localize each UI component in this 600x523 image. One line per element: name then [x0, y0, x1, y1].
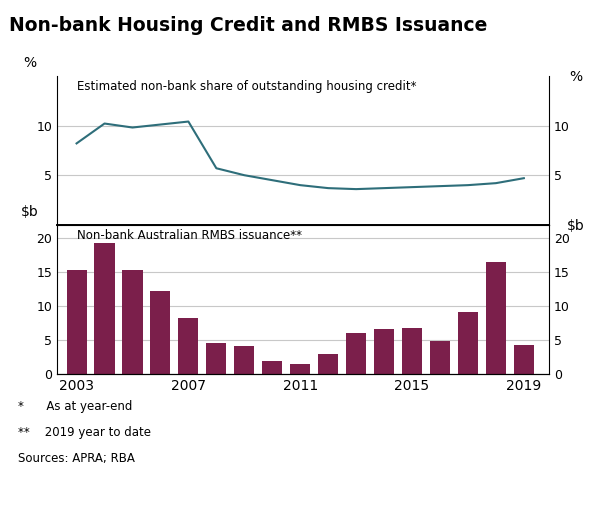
- Text: **    2019 year to date: ** 2019 year to date: [18, 426, 151, 439]
- Bar: [430, 341, 450, 374]
- Y-axis label: $b: $b: [567, 219, 585, 233]
- Bar: [151, 291, 170, 374]
- Bar: [318, 354, 338, 374]
- Text: Non-bank Australian RMBS issuance**: Non-bank Australian RMBS issuance**: [77, 230, 302, 242]
- Text: *      As at year-end: * As at year-end: [18, 400, 133, 413]
- Bar: [402, 328, 422, 374]
- Text: Sources: APRA; RBA: Sources: APRA; RBA: [18, 452, 135, 465]
- Bar: [234, 346, 254, 374]
- Text: Non-bank Housing Credit and RMBS Issuance: Non-bank Housing Credit and RMBS Issuanc…: [9, 16, 487, 35]
- Y-axis label: %: %: [569, 70, 583, 84]
- Text: Estimated non-bank share of outstanding housing credit*: Estimated non-bank share of outstanding …: [77, 81, 416, 93]
- Bar: [290, 365, 310, 374]
- Bar: [262, 361, 283, 374]
- Bar: [346, 333, 366, 374]
- Bar: [67, 270, 86, 374]
- Bar: [458, 312, 478, 374]
- Bar: [374, 328, 394, 374]
- Bar: [486, 262, 506, 374]
- Y-axis label: %: %: [23, 56, 37, 70]
- Bar: [94, 243, 115, 374]
- Bar: [514, 346, 534, 374]
- Bar: [206, 344, 226, 374]
- Bar: [122, 270, 143, 374]
- Y-axis label: $b: $b: [21, 205, 39, 219]
- Bar: [178, 319, 199, 374]
